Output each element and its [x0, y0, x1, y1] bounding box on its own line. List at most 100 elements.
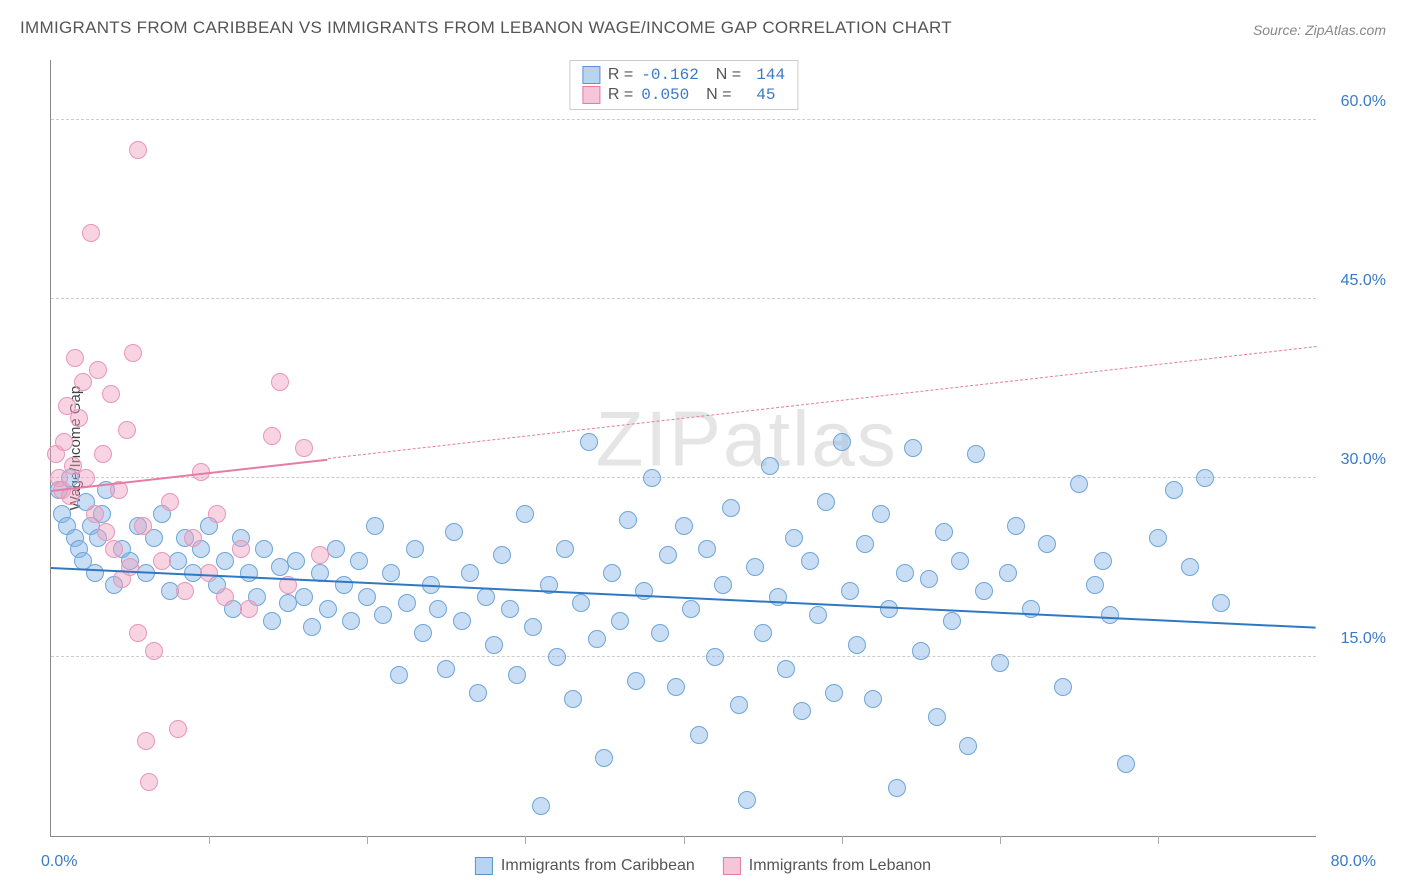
scatter-point [588, 630, 606, 648]
scatter-point [161, 493, 179, 511]
scatter-point [429, 600, 447, 618]
scatter-point [295, 439, 313, 457]
stats-row: R = -0.162 N = 144 [582, 65, 785, 85]
scatter-point [580, 433, 598, 451]
scatter-point [240, 564, 258, 582]
scatter-point [240, 600, 258, 618]
scatter-point [675, 517, 693, 535]
scatter-point [327, 540, 345, 558]
scatter-point [469, 684, 487, 702]
scatter-point [493, 546, 511, 564]
scatter-point [94, 445, 112, 463]
scatter-point [1086, 576, 1104, 594]
legend-label: Immigrants from Caribbean [501, 857, 695, 875]
scatter-point [999, 564, 1017, 582]
scatter-point [841, 582, 859, 600]
scatter-point [548, 648, 566, 666]
scatter-point [137, 732, 155, 750]
scatter-point [82, 224, 100, 242]
gridline [51, 119, 1316, 120]
scatter-point [611, 612, 629, 630]
scatter-point [89, 361, 107, 379]
chart-plot-area: Wage/Income Gap ZIPatlas 0.0% 80.0% R = … [50, 60, 1316, 837]
x-tick [684, 836, 685, 844]
watermark: ZIPatlas [596, 393, 898, 484]
scatter-point [928, 708, 946, 726]
stats-n-label: N = [697, 86, 731, 104]
correlation-stats-box: R = -0.162 N = 144R = 0.050 N = 45 [569, 60, 798, 110]
scatter-point [943, 612, 961, 630]
scatter-point [55, 433, 73, 451]
scatter-point [86, 505, 104, 523]
legend-swatch [582, 66, 600, 84]
scatter-point [97, 523, 115, 541]
scatter-point [342, 612, 360, 630]
scatter-point [619, 511, 637, 529]
scatter-point [1212, 594, 1230, 612]
scatter-point [935, 523, 953, 541]
scatter-point [627, 672, 645, 690]
scatter-point [453, 612, 471, 630]
scatter-point [817, 493, 835, 511]
scatter-point [358, 588, 376, 606]
scatter-point [485, 636, 503, 654]
scatter-point [809, 606, 827, 624]
scatter-point [896, 564, 914, 582]
scatter-point [105, 540, 123, 558]
x-tick [367, 836, 368, 844]
scatter-point [959, 737, 977, 755]
scatter-point [667, 678, 685, 696]
scatter-point [1101, 606, 1119, 624]
scatter-point [129, 141, 147, 159]
scatter-point [414, 624, 432, 642]
x-tick [1158, 836, 1159, 844]
scatter-point [1007, 517, 1025, 535]
scatter-point [145, 642, 163, 660]
scatter-point [698, 540, 716, 558]
scatter-point [461, 564, 479, 582]
scatter-point [722, 499, 740, 517]
y-tick-label: 30.0% [1326, 451, 1386, 469]
scatter-point [232, 540, 250, 558]
scatter-point [793, 702, 811, 720]
stats-r-label: R = [608, 66, 633, 84]
scatter-point [714, 576, 732, 594]
scatter-point [595, 749, 613, 767]
scatter-point [184, 529, 202, 547]
scatter-point [967, 445, 985, 463]
scatter-point [659, 546, 677, 564]
scatter-point [271, 373, 289, 391]
scatter-point [524, 618, 542, 636]
scatter-point [690, 726, 708, 744]
scatter-point [564, 690, 582, 708]
scatter-point [374, 606, 392, 624]
scatter-point [761, 457, 779, 475]
scatter-point [287, 552, 305, 570]
scatter-point [754, 624, 772, 642]
scatter-point [124, 344, 142, 362]
scatter-point [856, 535, 874, 553]
scatter-point [516, 505, 534, 523]
y-tick-label: 15.0% [1326, 630, 1386, 648]
x-tick [209, 836, 210, 844]
scatter-point [785, 529, 803, 547]
gridline [51, 656, 1316, 657]
scatter-point [216, 552, 234, 570]
scatter-point [920, 570, 938, 588]
y-tick-label: 45.0% [1326, 272, 1386, 290]
scatter-point [382, 564, 400, 582]
scatter-point [643, 469, 661, 487]
scatter-point [303, 618, 321, 636]
scatter-point [682, 600, 700, 618]
scatter-point [311, 546, 329, 564]
scatter-point [706, 648, 724, 666]
scatter-point [603, 564, 621, 582]
scatter-point [319, 600, 337, 618]
stats-n-value: 45 [740, 86, 776, 104]
stats-r-value: 0.050 [641, 86, 689, 104]
source-attribution: Source: ZipAtlas.com [1253, 22, 1386, 38]
scatter-point [153, 552, 171, 570]
scatter-point [255, 540, 273, 558]
scatter-point [263, 612, 281, 630]
scatter-point [801, 552, 819, 570]
